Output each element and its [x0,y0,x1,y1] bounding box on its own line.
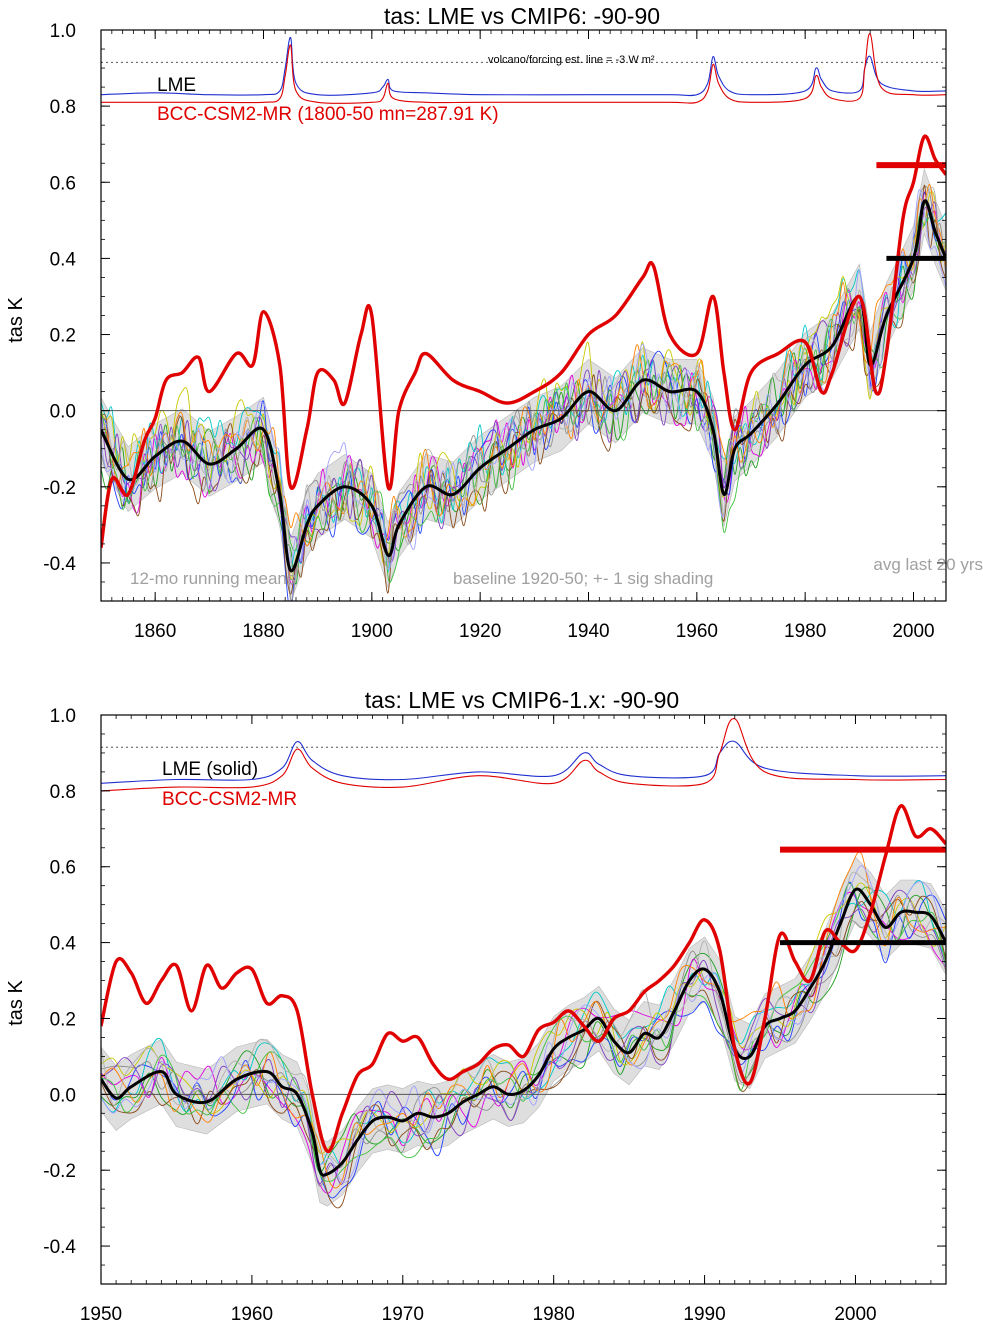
chart-title-bottom: tas: LME vs CMIP6-1.x: -90-90 [365,687,679,713]
member-line [101,886,946,1173]
x-tick-label: 1950 [80,1304,122,1325]
x-tick-label: 1900 [351,621,393,642]
member-line [101,891,946,1194]
x-tick-label: 1920 [459,621,501,642]
plot-area-bottom: -0.4 -0.2 0.0 0.2 0.4 0.6 0.8 1.0 1950 1960 1970 19… [43,706,947,1325]
annotation-running-means: 12-mo running means [130,569,295,588]
y-tick-label: -0.2 [43,478,76,499]
member-line [101,192,946,601]
y-tick-label: -0.2 [43,1161,76,1182]
member-line [101,879,946,1166]
panel-bottom: tas: LME vs CMIP6-1.x: -90-90 tas K -0.4… [5,687,947,1325]
x-tick-label: 1970 [382,1304,424,1325]
lme-mean-line [101,887,946,1177]
y-tick-label: 0.2 [50,326,76,347]
lme-forcing-line [101,37,946,97]
annotation-baseline: baseline 1920-50; +- 1 sig shading [453,569,713,588]
sigma-shading [101,856,946,1207]
legend-model-top: BCC-CSM2-MR (1800-50 mn=287.91 K) [157,104,499,125]
member-line [101,186,946,601]
y-tick-label: 1.0 [50,21,76,42]
forcing-note-top: volcano/forcing est. line = -3 W m² [488,54,655,66]
chart-title-top: tas: LME vs CMIP6: -90-90 [384,3,660,29]
x-tick-label: 1990 [683,1304,725,1325]
legend-model-bottom: BCC-CSM2-MR [162,789,297,810]
model-line [101,804,946,1153]
y-tick-label: 0.6 [50,858,76,879]
plot-area-top: -0.4 -0.2 0.0 0.2 0.4 0.6 0.8 1.0 1860 1880 1900 19… [43,21,947,642]
lme-forcing-line [101,740,946,784]
member-line [101,894,946,1187]
y-tick-label: -0.4 [43,554,76,575]
x-tick-label: 2000 [834,1304,876,1325]
y-tick-label: 0.0 [50,1085,76,1106]
member-line [101,889,946,1185]
member-line [101,865,946,1183]
x-tick-label: 1980 [533,1304,575,1325]
member-line [101,881,946,1199]
x-tick-label: 2000 [892,621,934,642]
panel-top: tas: LME vs CMIP6: -90-90 tas K -0.4 -0.2… [5,3,983,642]
x-tick-label: 1880 [242,621,284,642]
legend-lme-bottom: LME (solid) [162,759,258,780]
member-line [101,882,946,1155]
model-forcing-line [101,718,946,792]
member-line [101,201,946,563]
x-tick-label: 1960 [231,1304,273,1325]
y-axis-label-bottom: tas K [5,980,27,1026]
y-tick-label: -0.4 [43,1237,76,1258]
y-tick-label: 0.0 [50,402,76,423]
y-tick-label: 0.6 [50,173,76,194]
x-tick-label: 1860 [134,621,176,642]
member-line [101,211,946,573]
model-line [101,134,946,548]
annotation-avg-last-20: avg last 20 yrs [873,555,983,574]
member-line [101,871,946,1166]
y-axis-label-top: tas K [5,297,27,343]
member-line [101,203,946,585]
y-tick-label: 0.8 [50,97,76,118]
y-tick-label: 0.8 [50,782,76,803]
x-tick-label: 1980 [784,621,826,642]
y-tick-label: 0.4 [50,934,77,955]
member-line [101,851,946,1189]
plot-clip-group [101,718,946,1209]
x-tick-label: 1960 [676,621,718,642]
plot-clip-group [101,33,946,601]
y-tick-label: 0.2 [50,1009,76,1030]
model-forcing-line [101,33,946,104]
x-tick-label: 1940 [567,621,609,642]
y-tick-label: 1.0 [50,706,76,727]
member-line [101,883,946,1182]
y-tick-label: 0.4 [50,249,77,270]
legend-lme-top: LME [157,75,196,96]
